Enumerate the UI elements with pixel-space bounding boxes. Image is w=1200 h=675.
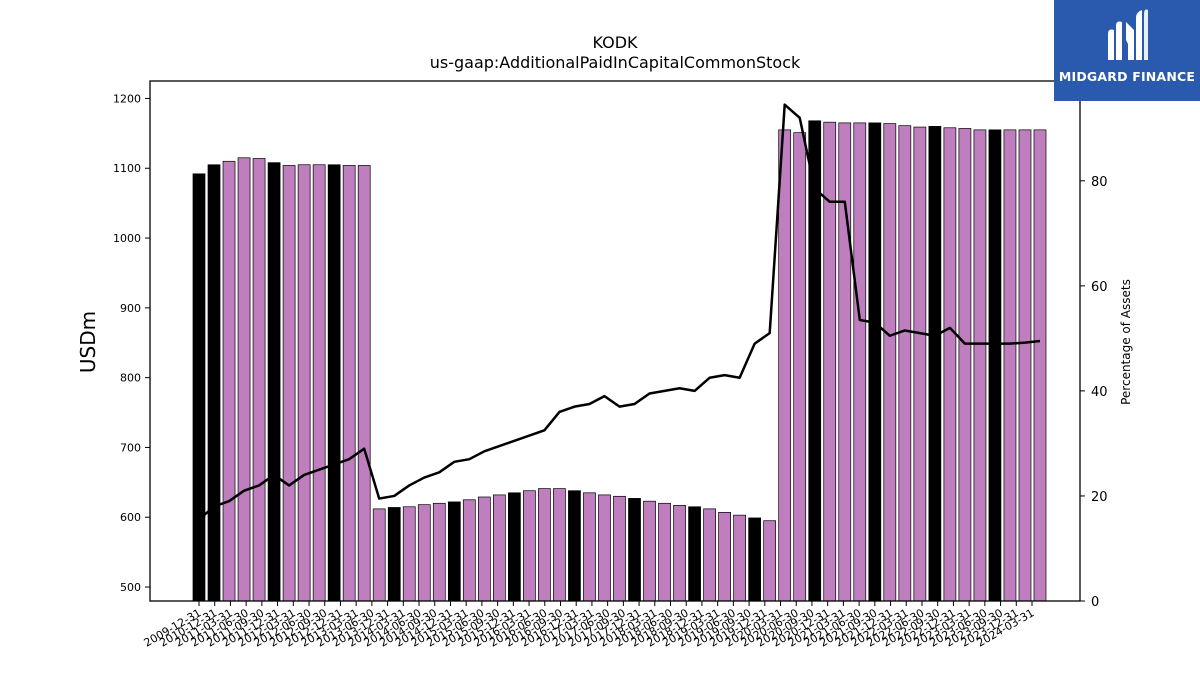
bar — [838, 122, 852, 602]
bar — [417, 504, 431, 602]
bar — [553, 488, 566, 602]
bar — [282, 165, 296, 602]
bar — [883, 123, 897, 602]
bar — [913, 126, 927, 602]
bar — [207, 164, 221, 602]
bar — [432, 502, 446, 602]
bar — [387, 507, 401, 602]
bar — [973, 129, 987, 602]
bar — [568, 490, 581, 602]
bar — [312, 164, 326, 602]
y-tick-label: 600 — [120, 511, 141, 524]
bar — [718, 512, 731, 602]
bar — [703, 508, 716, 602]
bar — [538, 488, 551, 602]
bar — [1033, 129, 1047, 602]
bar — [508, 492, 521, 602]
bar — [327, 164, 341, 602]
bar — [222, 160, 236, 602]
bar — [267, 162, 281, 602]
plot-frame — [149, 80, 1081, 602]
bar — [477, 496, 491, 602]
bar — [252, 158, 266, 602]
bar — [628, 498, 641, 602]
brand-logo-text: MIDGARD FINANCE — [1058, 69, 1196, 84]
bar — [1018, 129, 1032, 602]
bar — [658, 502, 671, 602]
bar — [898, 125, 912, 602]
bars-group — [192, 120, 1047, 602]
bar — [237, 157, 251, 602]
bar — [342, 165, 356, 602]
bar — [748, 517, 762, 602]
bar — [793, 132, 807, 602]
bar — [763, 520, 777, 602]
chart-subtitle: us-gaap:AdditionalPaidInCapitalCommonSto… — [430, 53, 801, 72]
y-tick-label: 800 — [120, 372, 141, 385]
bar — [598, 494, 611, 602]
bar — [688, 506, 701, 602]
bar — [447, 501, 461, 602]
chart-title: KODK — [592, 33, 638, 52]
y2-tick-label: 60 — [1091, 280, 1108, 295]
y-tick-label: 1200 — [113, 92, 141, 105]
y-tick-label: 1000 — [113, 232, 141, 245]
y2-tick-label: 0 — [1091, 595, 1099, 610]
bar — [402, 506, 416, 602]
bar — [523, 490, 536, 602]
bar — [958, 128, 972, 602]
y-tick-label: 700 — [120, 441, 141, 454]
y-axis-label: USDm — [76, 311, 100, 373]
bar — [733, 514, 747, 602]
y-tick-label: 900 — [120, 302, 141, 315]
bar — [583, 492, 596, 602]
pct-assets-line — [198, 103, 1041, 521]
bar — [462, 499, 476, 602]
bar — [928, 126, 942, 602]
bar — [493, 494, 506, 602]
bar — [943, 127, 957, 602]
bar — [372, 508, 386, 602]
bar — [823, 121, 837, 602]
line-group — [198, 103, 1041, 521]
midgard-m-logo-icon — [1108, 9, 1148, 60]
y-tick-label: 1100 — [113, 162, 141, 175]
bar — [643, 500, 656, 602]
bar — [988, 129, 1002, 602]
y2-tick-label: 20 — [1091, 490, 1108, 505]
y2-axis-label: Percentage of Assets — [1119, 279, 1133, 405]
y-tick-label: 500 — [120, 581, 141, 594]
y2-tick-label: 80 — [1091, 175, 1108, 190]
bar — [357, 165, 371, 602]
y2-tick-label: 40 — [1091, 385, 1108, 400]
bar — [778, 129, 792, 602]
bar — [192, 173, 206, 602]
bar — [613, 495, 626, 602]
bar — [297, 164, 311, 602]
bar — [868, 122, 882, 602]
bar — [673, 505, 686, 602]
bar — [853, 122, 867, 602]
bar — [1003, 129, 1017, 602]
axes-group: 5006007008009001000110012000204060802009… — [113, 80, 1108, 650]
brand-logo: MIDGARD FINANCE — [1054, 0, 1200, 101]
